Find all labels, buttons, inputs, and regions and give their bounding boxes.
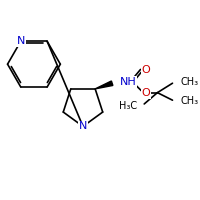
Text: N: N — [17, 36, 25, 46]
Text: H₃C: H₃C — [119, 101, 138, 111]
Text: CH₃: CH₃ — [181, 77, 199, 87]
Text: O: O — [142, 65, 150, 75]
Text: N: N — [79, 121, 87, 131]
Text: O: O — [142, 88, 150, 98]
Text: CH₃: CH₃ — [181, 96, 199, 106]
Polygon shape — [95, 81, 113, 89]
Text: NH: NH — [120, 77, 136, 87]
